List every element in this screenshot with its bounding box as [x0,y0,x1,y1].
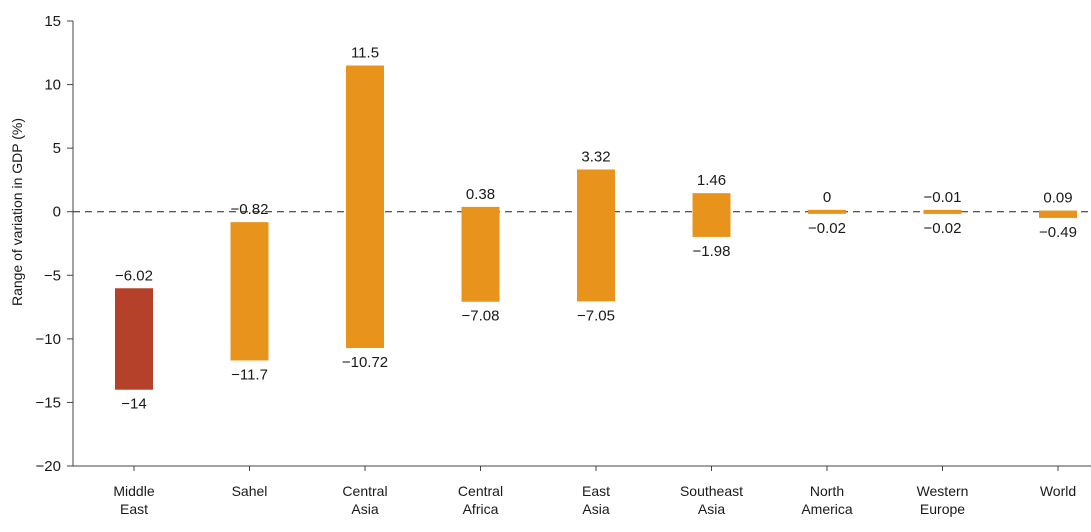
data-labels-group: −6.02 −14 −0.82 −11.7 11.5 −10.72 0.38 −7.08 3.3… [115,45,1077,413]
bar-high-label: 0.09 [1043,190,1072,207]
x-category-label: North [810,483,844,499]
x-category-label: East [120,501,148,517]
bar-high-label: 3.32 [581,149,610,166]
bar-high-label: −0.01 [924,189,962,206]
bar-low-label: −7.05 [577,307,615,324]
x-category-label: Middle [113,483,154,499]
bar-world [1039,210,1077,218]
bar-high-label: −6.02 [115,267,153,284]
x-category-label: Southeast [680,483,743,499]
bar-southeast-asia [692,193,731,237]
x-category-label: Central [458,483,503,499]
y-tick-label: 15 [44,13,61,30]
bar-central-africa [461,206,500,302]
bar-north-america [808,209,846,214]
x-category-label: Asia [698,501,725,517]
bar-middle-east [115,288,153,390]
x-category-label: East [582,483,610,499]
x-category-label: Western [917,483,969,499]
x-category-label: World [1040,483,1076,499]
x-category-label: Sahel [232,483,268,499]
bar-low-label: −10.72 [342,354,388,371]
x-category-label: Africa [463,501,499,517]
x-category-label: Europe [920,501,965,517]
bar-low-label: −0.02 [924,220,962,237]
y-tick-label: 5 [53,140,61,157]
bars-group [115,65,1077,390]
bar-high-label: 0 [823,189,831,206]
x-category-label: America [801,501,853,517]
bar-low-label: −11.7 [231,366,268,383]
bar-high-label: −0.82 [231,201,269,218]
bar-high-label: 1.46 [697,172,726,189]
bar-east-asia [577,169,615,302]
bar-low-label: −0.02 [808,220,846,237]
y-tick-label: 10 [44,77,61,94]
bar-low-label: −14 [121,396,146,413]
bar-high-label: 0.38 [466,186,495,203]
bar-low-label: −1.98 [693,243,731,260]
y-tick-label: −10 [36,331,61,348]
x-category-label: Central [342,483,387,499]
bar-high-label: 11.5 [351,45,379,62]
y-tick-label: −5 [44,267,61,284]
y-tick-label: 0 [53,204,61,221]
bar-central-asia [346,65,384,349]
y-ticks: 15 10 5 0 −5 −10 −15 −20 [36,13,73,475]
category-labels-group: Middle East Sahel Central Asia Central Africa E… [113,466,1076,517]
y-axis-title: Range of variation in GDP (%) [9,118,25,306]
bar-low-label: −7.08 [462,308,500,325]
x-category-label: Asia [582,501,609,517]
bar-sahel [230,222,269,361]
bar-low-label: −0.49 [1039,224,1077,241]
bar-western-europe [923,209,962,214]
x-category-label: Asia [351,501,378,517]
y-tick-label: −20 [36,458,61,475]
y-tick-label: −15 [36,394,61,411]
